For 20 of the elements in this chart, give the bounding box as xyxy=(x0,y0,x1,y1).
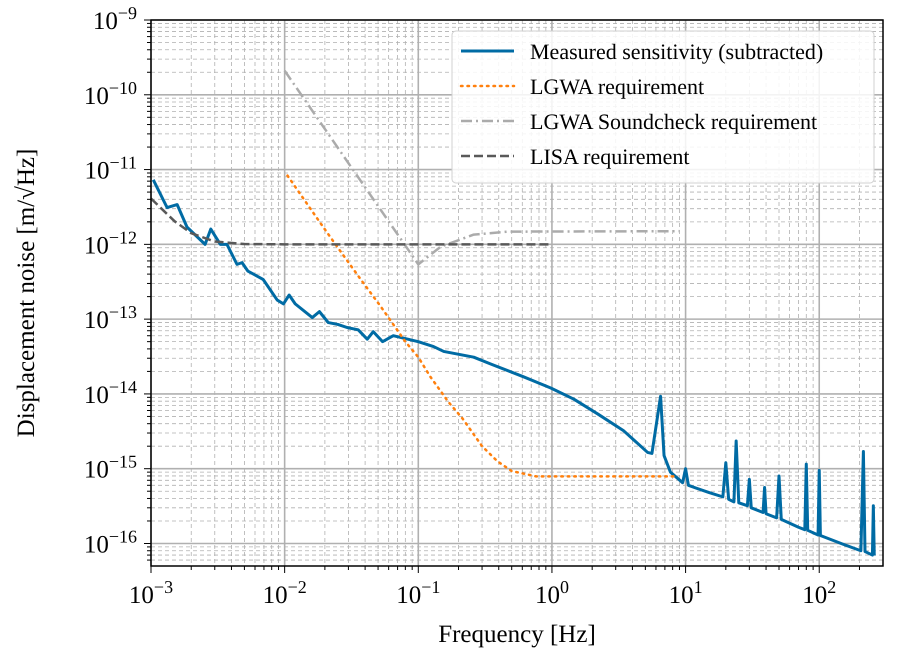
y-tick-label: 10$^{−10}$ xyxy=(84,78,137,110)
x-axis-title: Frequency [Hz] xyxy=(438,621,596,648)
y-tick-label: 10$^{−13}$ xyxy=(84,302,137,334)
y-tick-label: 10$^{−11}$ xyxy=(84,152,137,185)
y-tick-label: 10$^{−16}$ xyxy=(84,526,137,558)
y-tick-label: 10$^{−15}$ xyxy=(84,452,137,484)
legend-label: Measured sensitivity (subtracted) xyxy=(530,39,824,64)
x-tick-label: 10$^{−3}$ xyxy=(128,577,174,609)
x-tick-label: 10$^{−2}$ xyxy=(262,577,307,609)
y-tick-label: 10$^{−9}$ xyxy=(92,3,137,35)
x-tick-label: 10$^{2}$ xyxy=(802,577,836,609)
x-tick-label: 10$^{1}$ xyxy=(668,577,703,609)
legend-label: LISA requirement xyxy=(530,144,690,169)
y-tick-label: 10$^{−12}$ xyxy=(84,227,137,260)
x-tick-label: 10$^{0}$ xyxy=(534,577,569,609)
legend-label: LGWA Soundcheck requirement xyxy=(530,109,818,134)
y-axis-title: Displacement noise [m/√Hz] xyxy=(13,148,40,438)
x-tick-label: 10$^{−1}$ xyxy=(396,577,440,609)
legend-label: LGWA requirement xyxy=(530,74,704,99)
y-tick-label: 10$^{−14}$ xyxy=(84,376,137,409)
